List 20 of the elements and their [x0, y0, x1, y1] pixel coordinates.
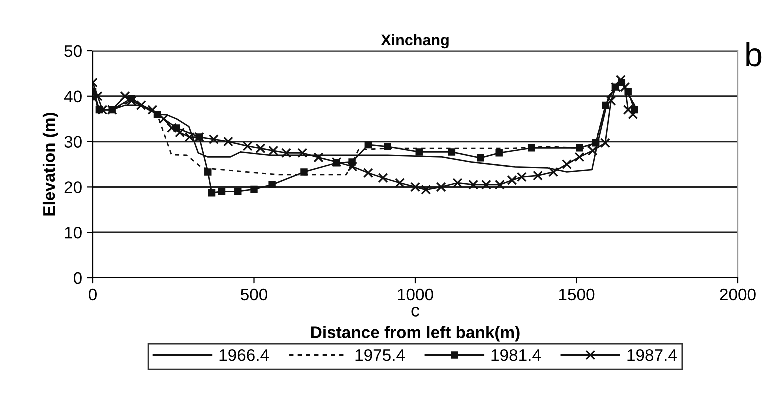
legend-label: 1987.4 [628, 349, 677, 362]
text: b [746, 42, 762, 67]
y-tick-label: 0 [74, 272, 82, 284]
y-tick-label: 20 [64, 182, 82, 194]
text: c [412, 307, 420, 317]
x-tick-label: 1500 [559, 288, 595, 301]
x-tick-label: 1000 [398, 288, 434, 301]
x-tick-label: 2000 [720, 288, 756, 301]
y-tick-label: 40 [64, 90, 82, 103]
chart-title: Xinchang [381, 34, 449, 49]
x-tick-label: 0 [89, 288, 97, 301]
legend-label: 1966.4 [220, 349, 270, 362]
y-axis-title: Elevation (m) [42, 113, 58, 216]
x-tick-label: 500 [241, 288, 268, 301]
y-tick-label: 10 [65, 227, 82, 239]
legend-label: 1975.4 [356, 349, 406, 362]
x-axis-title: Distance from left bank(m) [312, 326, 520, 342]
legend-label: 1981.4 [492, 349, 541, 362]
y-tick-label: 30 [64, 136, 82, 148]
y-tick-label: 50 [64, 45, 82, 58]
